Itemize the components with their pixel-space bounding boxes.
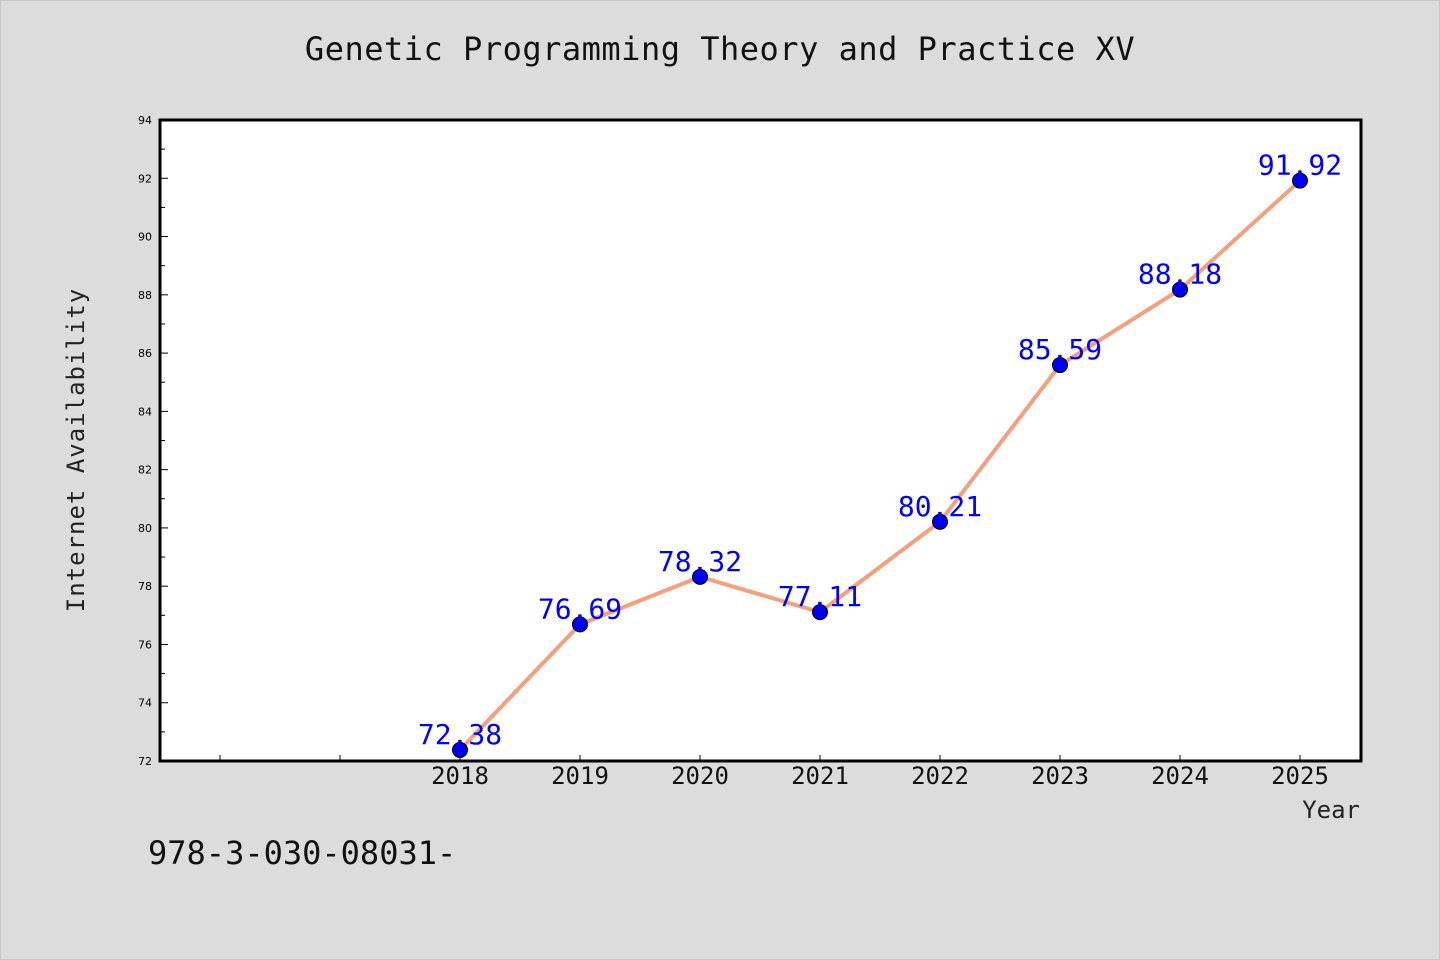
data-point (1292, 172, 1308, 189)
y-tick-label: 90 (138, 231, 152, 244)
y-tick-label: 72 (138, 755, 152, 768)
data-label: 91.92 (1258, 149, 1342, 182)
y-tick-label: 86 (138, 347, 152, 360)
y-tick-label: 92 (138, 172, 152, 185)
series-line (458, 179, 1302, 752)
x-axis-label: Year (1302, 796, 1360, 824)
chart-title: Genetic Programming Theory and Practice … (304, 30, 1136, 68)
data-label: 76.69 (538, 592, 622, 625)
data-label: 85.59 (1018, 333, 1102, 366)
y-tick-label: 80 (138, 522, 152, 535)
plot-area (158, 118, 1363, 763)
y-tick-label: 84 (138, 405, 152, 418)
x-tick-label: 2024 (1151, 762, 1209, 790)
data-label: 88.18 (1138, 258, 1222, 291)
isbn-footer: 978-3-030-08031- (148, 834, 457, 872)
data-label: 77.11 (778, 580, 862, 613)
data-label: 72.38 (418, 718, 502, 751)
data-point (452, 741, 468, 758)
data-point (932, 513, 948, 530)
data-point (1172, 281, 1188, 298)
x-tick-label: 2023 (1031, 762, 1089, 790)
y-tick-label: 94 (138, 114, 152, 127)
x-tick-label: 2020 (671, 762, 729, 790)
y-tick-label: 82 (138, 464, 152, 477)
data-label: 78.32 (658, 545, 742, 578)
x-tick-label: 2025 (1271, 762, 1329, 790)
x-tick-label: 2022 (911, 762, 969, 790)
x-tick-label: 2021 (791, 762, 849, 790)
data-point (692, 568, 708, 585)
data-point (812, 604, 828, 621)
data-point (572, 616, 588, 633)
y-tick-label: 78 (138, 580, 152, 593)
data-point (1052, 357, 1068, 374)
x-tick-label: 2018 (431, 762, 489, 790)
y-tick-label: 74 (138, 697, 152, 710)
y-tick-label: 88 (138, 289, 152, 302)
data-label: 80.21 (898, 490, 982, 523)
x-tick-label: 2019 (551, 762, 609, 790)
y-tick-label: 76 (138, 638, 152, 651)
